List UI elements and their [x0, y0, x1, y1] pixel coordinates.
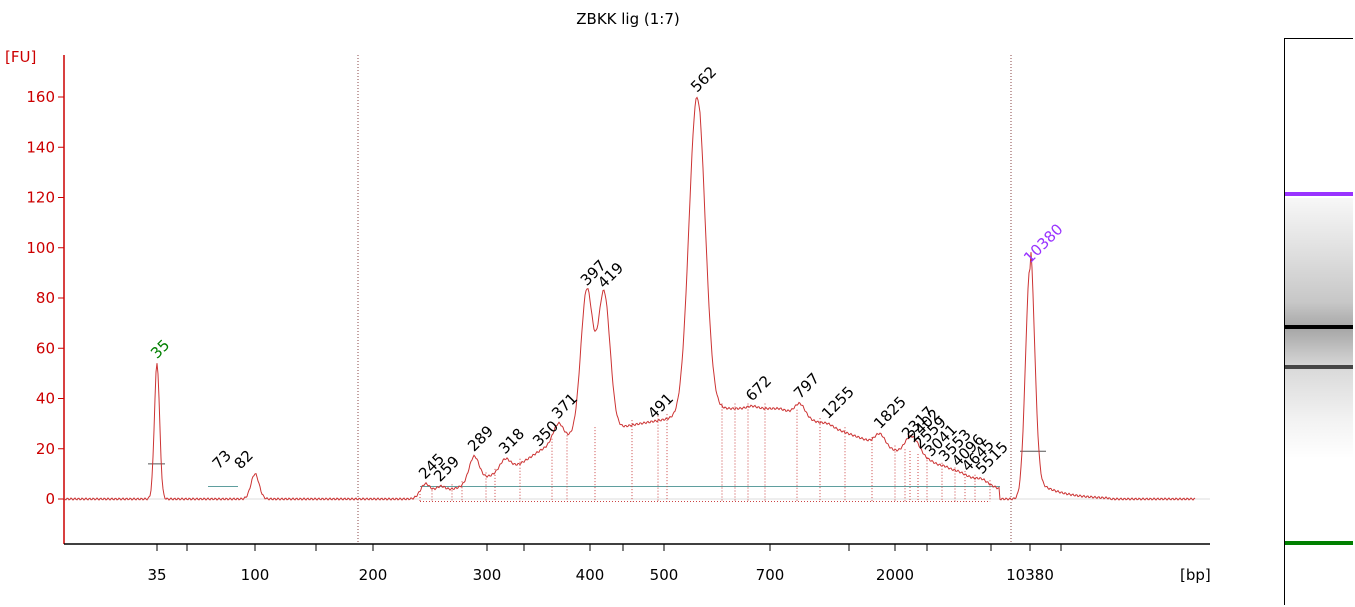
- peak-label: 672: [742, 372, 775, 405]
- peak-label: 797: [790, 369, 823, 402]
- gel-lane: [1284, 38, 1353, 605]
- peak-integration-lines: [148, 403, 1046, 503]
- peak-label: 318: [495, 425, 528, 458]
- y-tick-label: 80: [36, 289, 55, 307]
- peak-label: 35: [147, 336, 173, 362]
- peak-label: 1255: [818, 383, 858, 423]
- x-tick-label: 35: [147, 566, 166, 584]
- x-tick-label: 200: [359, 566, 388, 584]
- y-tick-label: 100: [26, 239, 55, 257]
- gel-band: [1285, 540, 1353, 545]
- series-line-trace: [63, 96, 1196, 501]
- chart-title: ZBKK lig (1:7): [576, 10, 679, 28]
- peak-label: 10380: [1020, 220, 1066, 266]
- y-tick-label: 20: [36, 440, 55, 458]
- gel-band: [1285, 365, 1353, 370]
- x-tick-label: 100: [241, 566, 270, 584]
- x-tick-label: 400: [576, 566, 605, 584]
- y-tick-label: 60: [36, 339, 55, 357]
- x-tick-label: 10380: [1006, 566, 1054, 584]
- peak-label: 371: [548, 389, 581, 422]
- gel-band: [1285, 192, 1353, 197]
- x-tick-label: 500: [650, 566, 679, 584]
- y-tick-label: 160: [26, 88, 55, 106]
- y-tick-label: 40: [36, 390, 55, 408]
- peak-label: 82: [231, 446, 257, 472]
- x-tick-label: 300: [473, 566, 502, 584]
- y-tick-label: 140: [26, 138, 55, 156]
- peak-label: 491: [644, 389, 677, 422]
- gel-band: [1285, 325, 1353, 330]
- x-axis-label: [bp]: [1180, 566, 1211, 584]
- x-tick-label: 700: [756, 566, 785, 584]
- electropherogram-chart: ZBKK lig (1:7) [FU] [bp] 0 20 40 60 80 100 120…: [5, 10, 1211, 584]
- axes: 0 20 40 60 80 100 120 140 160 35 100 200 300 400 500 70…: [26, 55, 1210, 584]
- y-tick-label: 0: [45, 490, 55, 508]
- peak-label: 562: [687, 63, 720, 96]
- peak-label: 289: [464, 422, 497, 455]
- x-tick-label: 2000: [876, 566, 914, 584]
- y-tick-label: 120: [26, 189, 55, 207]
- y-axis-label: [FU]: [5, 48, 36, 66]
- peak-label: 350: [529, 417, 562, 450]
